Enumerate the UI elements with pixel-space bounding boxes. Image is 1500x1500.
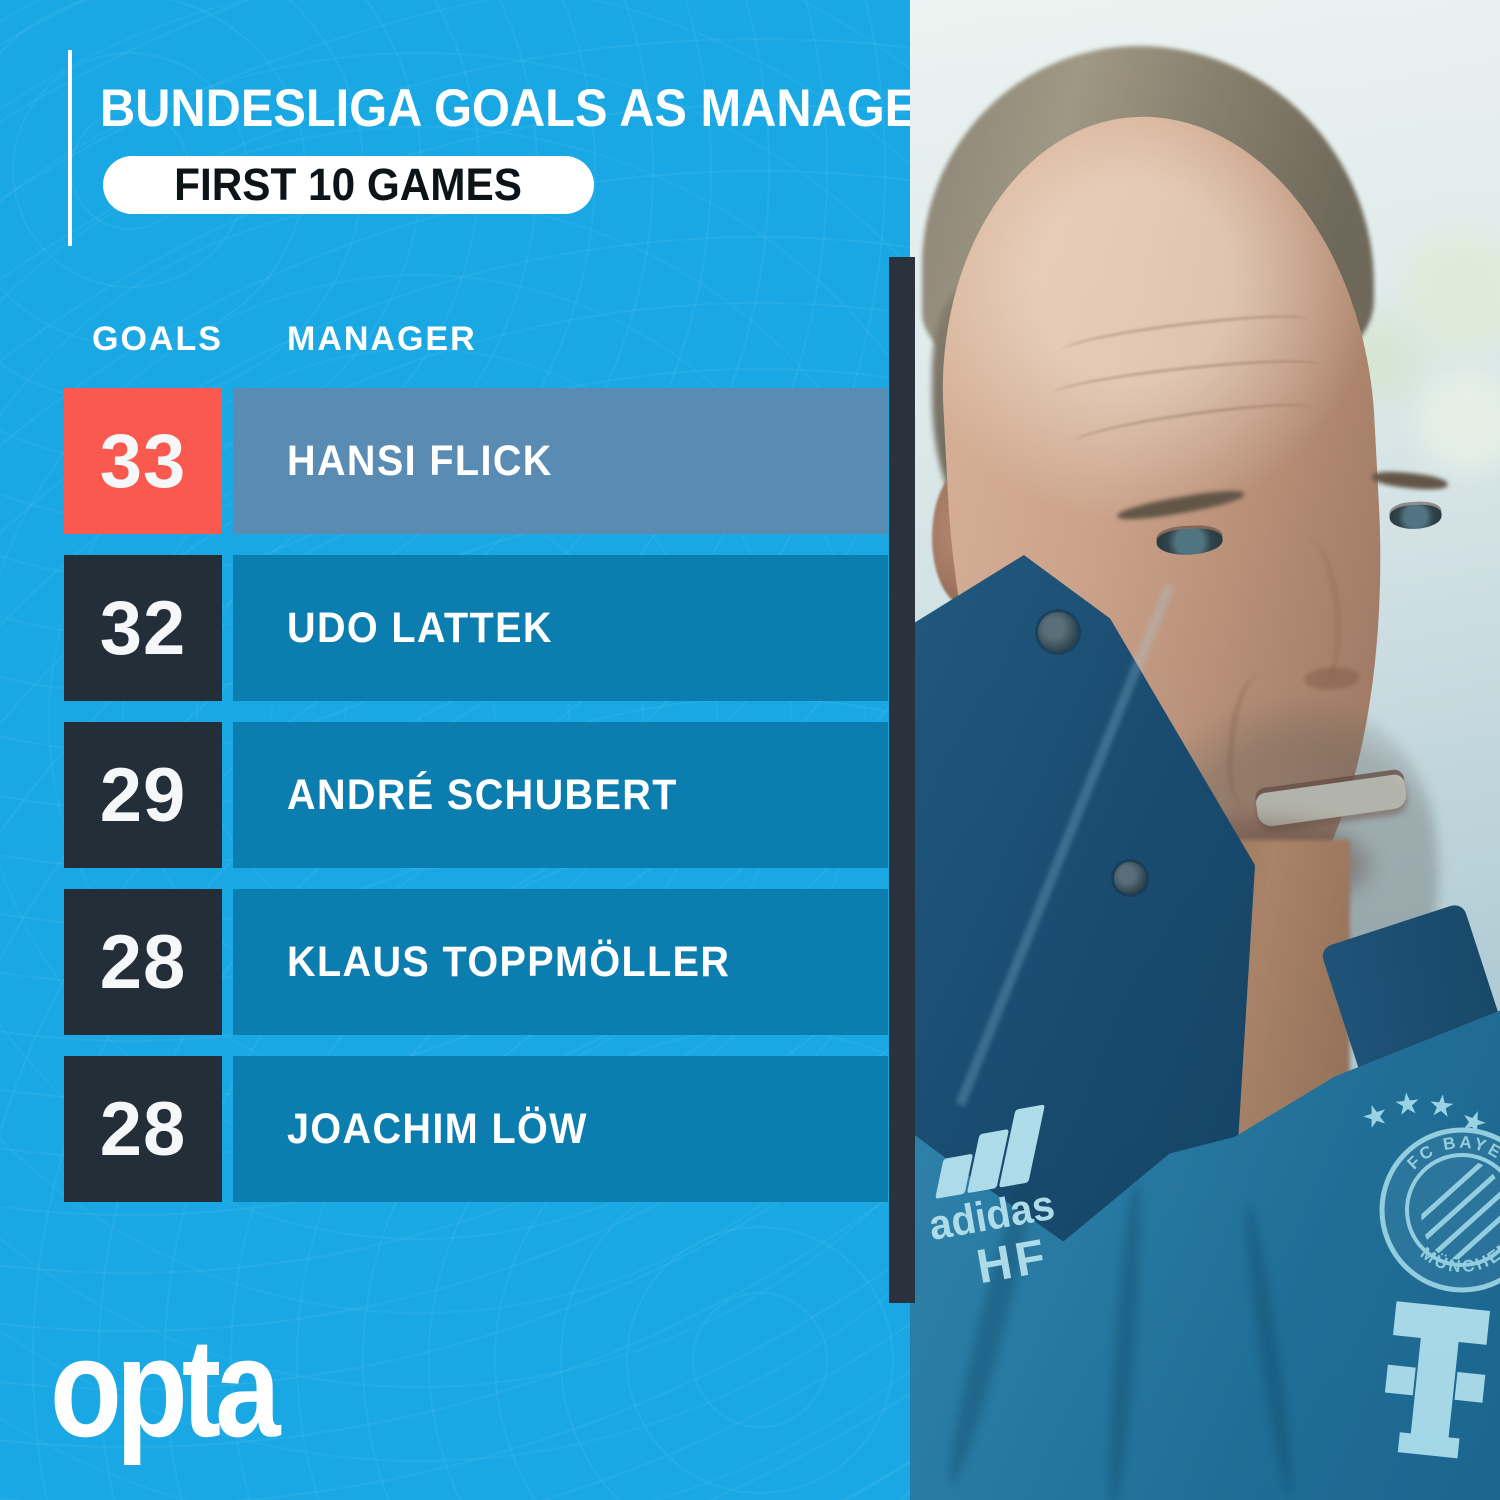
table-row: 33 HANSI FLICK (0, 388, 910, 534)
goals-value: 32 (99, 585, 187, 671)
goals-value: 29 (99, 752, 187, 838)
manager-bar: KLAUS TOPPMÖLLER (233, 889, 888, 1035)
jacket-snap-button (1038, 612, 1078, 652)
column-header-goals: GOALS (92, 320, 223, 358)
subtitle-badge-text: FIRST 10 GAMES (174, 159, 523, 210)
separator-strip (889, 257, 915, 1303)
table-row: 32 UDO LATTEK (0, 555, 910, 701)
manager-name: UDO LATTEK (287, 603, 553, 652)
manager-bar-highlight: HANSI FLICK (233, 388, 888, 534)
page-title: BUNDESLIGA GOALS AS MANAGER (100, 78, 960, 140)
manager-name: KLAUS TOPPMÖLLER (287, 937, 731, 986)
table-row: 29 ANDRÉ SCHUBERT (0, 722, 910, 868)
goals-value-box: 29 (64, 722, 222, 868)
opta-logo: opta (50, 1309, 281, 1466)
bokeh-light (1402, 232, 1500, 352)
subtitle-badge: FIRST 10 GAMES (103, 156, 594, 214)
photo-tint-overlay (910, 0, 1500, 1500)
goals-value: 28 (99, 1086, 187, 1172)
goals-value-box: 28 (64, 1056, 222, 1202)
goals-value: 33 (99, 418, 187, 504)
table-row: 28 KLAUS TOPPMÖLLER (0, 889, 910, 1035)
page-title-text: BUNDESLIGA GOALS AS MANAGER (100, 79, 953, 138)
goals-value: 28 (99, 919, 187, 1005)
jacket-snap-button (1114, 862, 1146, 894)
bayern-crest: FC BAYERN MÜNCHEN (1379, 1127, 1500, 1293)
manager-bar: JOACHIM LÖW (233, 1056, 888, 1202)
photo-hansi-flick: adidas HF ★ ★ ★ ★ FC BAYERN (910, 0, 1500, 1500)
manager-bar: ANDRÉ SCHUBERT (233, 722, 888, 868)
goals-value-box: 28 (64, 889, 222, 1035)
column-header-manager: MANAGER (287, 320, 477, 358)
manager-bar: UDO LATTEK (233, 555, 888, 701)
table-row: 28 JOACHIM LÖW (0, 1056, 910, 1202)
goals-value-box: 32 (64, 555, 222, 701)
manager-name: HANSI FLICK (287, 436, 553, 485)
accent-line (68, 50, 72, 246)
bokeh-light (1418, 372, 1500, 472)
goals-value-box-highlight: 33 (64, 388, 222, 534)
manager-name: ANDRÉ SCHUBERT (287, 770, 678, 819)
manager-name: JOACHIM LÖW (287, 1104, 588, 1153)
